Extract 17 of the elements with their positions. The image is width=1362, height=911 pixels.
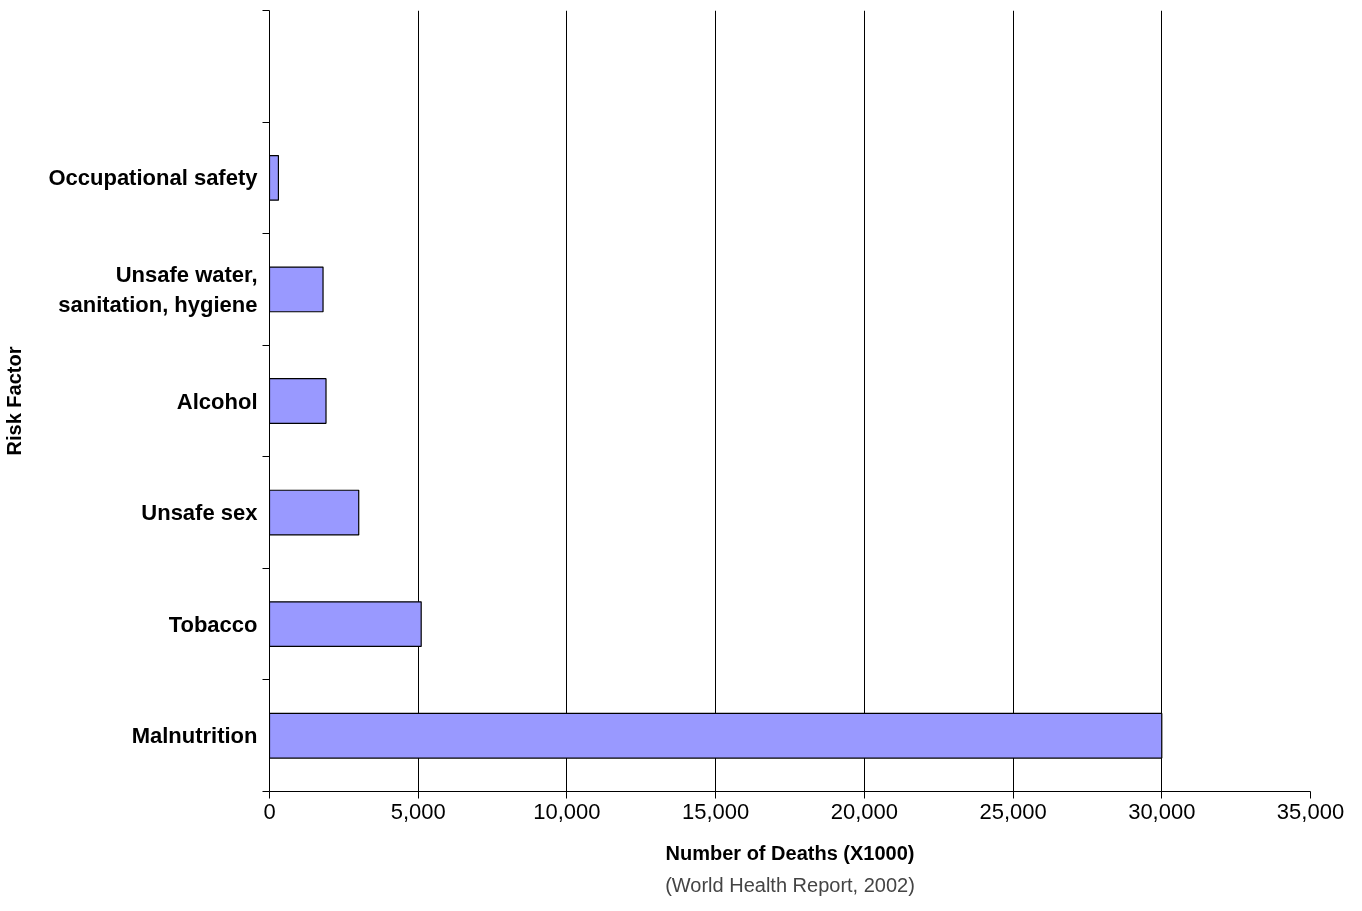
x-tick-label: 5,000: [390, 798, 446, 824]
text: (World Health Report, 2002): [665, 873, 915, 896]
x-axis-title: Number of Deaths (X1000): [665, 841, 915, 864]
x-tick-label: 30,000: [1128, 798, 1196, 824]
y-tick-label: Alcohol: [176, 388, 258, 414]
x-tick-label: 20,000: [830, 798, 899, 824]
y-tick-label: Unsafe water, sanitation, hygiene: [58, 261, 258, 317]
x-tick-label: 0: [263, 798, 276, 824]
y-tick-label: Tobacco: [168, 611, 258, 637]
x-tick-label: 35,000: [1276, 798, 1345, 824]
y-axis-title: Risk Factor: [3, 346, 26, 456]
x-tick-label: 25,000: [979, 798, 1047, 824]
x-tick-label: 10,000: [533, 798, 601, 824]
y-tick-label: Occupational safety: [48, 165, 259, 191]
x-tick-label: 15,000: [682, 798, 750, 824]
y-tick-label: Unsafe sex: [141, 500, 259, 526]
y-tick-label: Malnutrition: [131, 723, 258, 749]
